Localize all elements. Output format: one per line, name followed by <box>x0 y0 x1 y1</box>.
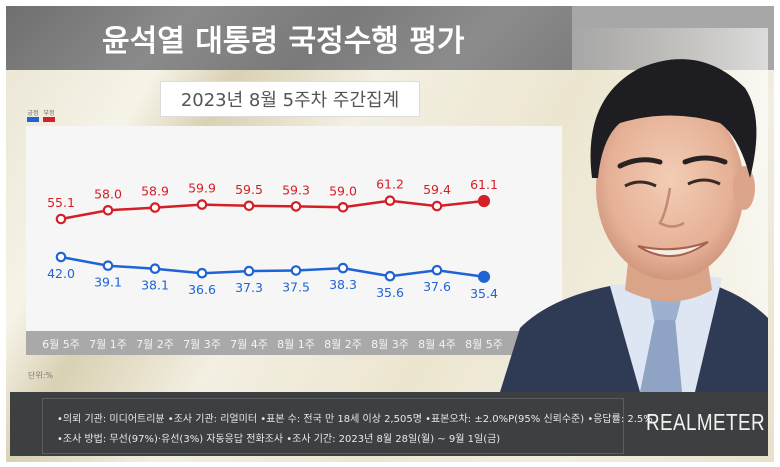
x-axis-tick-label: 7월 1주 <box>89 338 127 351</box>
chart-legend: 긍정 부정 <box>27 110 55 122</box>
data-value-label: 37.6 <box>423 279 451 294</box>
survey-info-footer: •의뢰 기관: 미디어트리뷴 •조사 기관: 리얼미터 •표본 수: 전국 만 … <box>10 392 768 456</box>
legend-swatch-blue <box>27 117 39 122</box>
data-point-marker <box>196 199 208 210</box>
data-point-marker <box>102 205 114 216</box>
chart-plot-area <box>26 126 562 333</box>
x-axis-tick-label: 7월 4주 <box>230 338 268 351</box>
x-axis-tick-label: 8월 1주 <box>277 338 315 351</box>
page-title: 윤석열 대통령 국정수행 평가 <box>102 24 465 59</box>
data-point-marker <box>55 213 67 225</box>
data-value-label: 55.1 <box>47 195 75 210</box>
legend-swatch-red <box>43 117 55 122</box>
portrait-illustration <box>490 28 768 392</box>
president-portrait <box>490 28 768 392</box>
data-point-marker <box>102 260 114 271</box>
x-axis-tick-label: 6월 5주 <box>42 338 80 351</box>
data-point-marker <box>384 195 396 206</box>
data-value-label: 35.6 <box>376 285 404 300</box>
data-point-marker <box>55 251 67 263</box>
data-point-marker <box>431 200 443 212</box>
unit-label: 단위:% <box>28 371 54 380</box>
survey-info-line-2: •조사 방법: 무선(97%)·유선(3%) 자동응답 전화조사 •조사 기간:… <box>57 434 501 445</box>
x-axis-bar <box>26 331 562 355</box>
data-point-marker <box>337 262 349 274</box>
survey-info-box: •의뢰 기관: 미디어트리뷴 •조사 기관: 리얼미터 •표본 수: 전국 만 … <box>42 398 653 454</box>
series-line <box>60 199 485 221</box>
data-value-label: 59.9 <box>188 181 216 196</box>
data-point-marker <box>431 264 443 276</box>
legend-item-negative: 부정 <box>43 110 55 122</box>
x-axis-tick-label: 8월 4주 <box>418 338 456 351</box>
survey-info-line-1: •의뢰 기관: 미디어트리뷴 •조사 기관: 리얼미터 •표본 수: 전국 만 … <box>57 414 653 425</box>
data-point-marker <box>149 202 161 213</box>
data-point-marker <box>477 270 491 283</box>
data-point-marker <box>477 194 491 208</box>
data-point-marker <box>290 201 302 212</box>
data-point-marker <box>384 270 396 282</box>
data-value-label: 39.1 <box>94 275 122 290</box>
legend-label: 긍정 <box>27 110 39 117</box>
data-value-label: 38.1 <box>141 278 169 293</box>
x-axis-tick-label: 8월 3주 <box>371 338 409 351</box>
data-point-marker <box>243 200 255 212</box>
data-point-marker <box>290 265 302 276</box>
data-value-label: 59.0 <box>329 183 357 198</box>
data-value-label: 59.3 <box>282 182 310 197</box>
data-value-label: 61.2 <box>376 177 404 192</box>
series-line <box>60 255 485 279</box>
data-value-label: 42.0 <box>47 266 75 281</box>
data-point-marker <box>149 263 161 274</box>
legend-item-positive: 긍정 <box>27 110 39 122</box>
data-value-label: 38.3 <box>329 277 357 292</box>
data-value-label: 37.5 <box>282 280 310 295</box>
data-point-marker <box>337 202 349 213</box>
data-value-label: 59.5 <box>235 182 263 197</box>
data-point-marker <box>243 265 255 277</box>
data-point-marker <box>196 267 208 279</box>
data-value-label: 59.4 <box>423 182 451 197</box>
realmeter-logo: REALMETER <box>646 409 765 435</box>
x-axis-tick-label: 7월 2주 <box>136 338 174 351</box>
data-value-label: 36.6 <box>188 282 216 297</box>
data-value-label: 58.9 <box>141 184 169 199</box>
x-axis-tick-label: 8월 2주 <box>324 338 362 351</box>
data-value-label: 37.3 <box>235 280 263 295</box>
chart-subtitle: 2023년 8월 5주차 주간집계 <box>160 81 420 117</box>
legend-label: 부정 <box>43 110 55 117</box>
data-value-label: 58.0 <box>94 186 122 201</box>
x-axis-tick-label: 7월 3주 <box>183 338 221 351</box>
title-bar: 윤석열 대통령 국정수행 평가 <box>6 6 572 70</box>
